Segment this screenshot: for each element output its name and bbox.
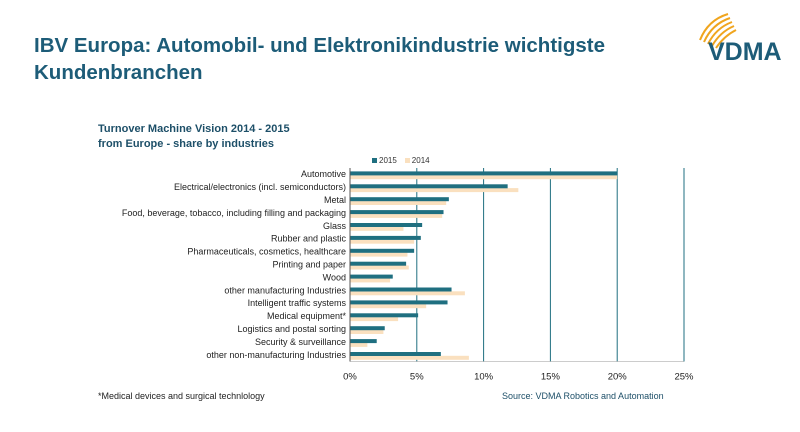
bar-2015-6 [350, 235, 421, 240]
bar-2015-15 [350, 352, 441, 356]
bar-2014-3 [350, 201, 447, 205]
x-tick-label-20: 20% [608, 372, 628, 383]
x-tick-label-25: 25% [674, 372, 694, 383]
bar-2015-1 [350, 171, 618, 176]
bar-2015-5 [350, 223, 423, 227]
x-tick-label-0: 0% [343, 372, 357, 383]
category-label-4: Food, beverage, tobacco, including filli… [122, 208, 346, 218]
bar-2014-6 [350, 239, 415, 244]
category-label-9: Wood [323, 272, 346, 282]
x-tick-label-15: 15% [541, 372, 561, 383]
bar-2014-10 [350, 291, 465, 296]
logo-text: VDMA [708, 38, 782, 66]
chart-subtitle: from Europe - share by industries [98, 138, 275, 150]
bar-2014-9 [350, 278, 391, 283]
category-label-1: Automotive [301, 169, 346, 179]
bar-2014-13 [350, 330, 384, 334]
bar-2015-9 [350, 274, 393, 279]
category-label-12: Medical equipment* [267, 311, 347, 321]
bar-2014-8 [350, 265, 409, 270]
chart-title: Turnover Machine Vision 2014 - 2015 from… [98, 122, 290, 152]
bar-2014-11 [350, 304, 427, 309]
logo-arc-icon [699, 13, 737, 49]
bar-2014-7 [350, 252, 408, 257]
bar-2014-1 [350, 175, 618, 180]
bar-2014-2 [350, 188, 519, 193]
legend-label-2014: 2014 [411, 156, 430, 165]
chart-title-main: Turnover Machine Vision 2014 - 2015 [98, 123, 290, 135]
bar-2015-10 [350, 287, 452, 292]
legend-swatch-2014 [404, 158, 410, 163]
slide-title: IBV Europa: Automobil- und Elektronikind… [34, 34, 605, 84]
bar-2014-12 [350, 317, 399, 322]
footnote: *Medical devices and surgical technlolog… [98, 391, 265, 401]
category-label-14: Security & surveillance [255, 337, 346, 347]
category-label-15: other non-manufacturing Industries [206, 350, 346, 360]
legend-item-2015: 2015 [372, 156, 397, 165]
x-tick-label-10: 10% [474, 372, 494, 383]
bar-2015-12 [350, 313, 419, 318]
bar-2015-14 [350, 339, 377, 344]
source-note: Source: VDMA Robotics and Automation [502, 391, 664, 401]
category-label-2: Electrical/electronics (incl. semiconduc… [174, 182, 346, 192]
vdma-logo [699, 13, 737, 49]
category-label-3: Metal [324, 195, 346, 205]
chart-legend: 2015 2014 [372, 156, 430, 165]
bar-2014-5 [350, 226, 404, 231]
legend-item-2014: 2014 [404, 156, 430, 165]
bar-2015-13 [350, 326, 385, 331]
legend-label-2015: 2015 [379, 156, 397, 165]
category-label-7: Pharmaceuticals, cosmetics, healthcare [187, 247, 346, 257]
category-label-8: Printing and paper [272, 260, 346, 270]
category-label-10: other manufacturing Industries [224, 285, 346, 295]
bar-2015-2 [350, 184, 508, 189]
x-tick-label-5: 5% [410, 372, 424, 383]
bar-2015-4 [350, 210, 444, 215]
bar-2014-15 [350, 355, 469, 360]
legend-swatch-2015 [372, 158, 377, 163]
bar-2015-3 [350, 197, 449, 202]
category-label-13: Logistics and postal sorting [237, 324, 346, 334]
bar-2014-14 [350, 342, 368, 347]
bar-2015-7 [350, 248, 415, 253]
bar-2014-4 [350, 213, 443, 218]
category-label-11: Intelligent traffic systems [248, 298, 347, 308]
bar-2015-8 [350, 261, 407, 266]
category-label-6: Rubber and plastic [271, 234, 347, 244]
category-label-5: Glass [323, 221, 347, 231]
bar-2015-11 [350, 300, 448, 305]
